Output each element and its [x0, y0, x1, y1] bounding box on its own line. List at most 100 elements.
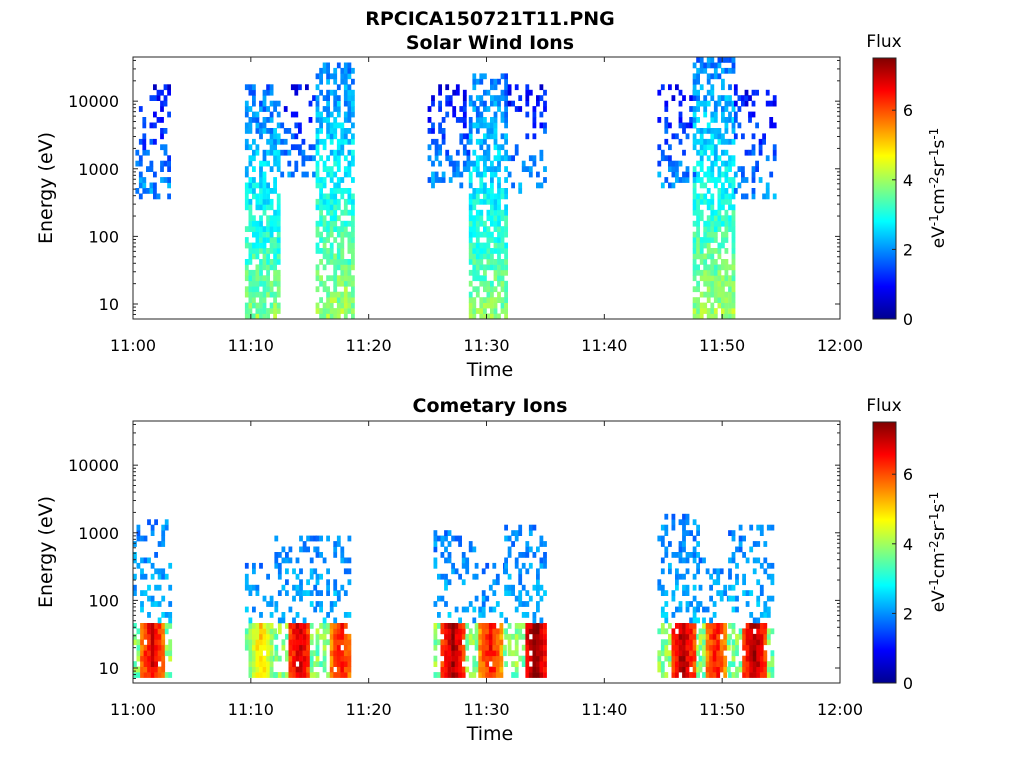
- heatmap-cell: [699, 308, 704, 314]
- heatmap-cell: [721, 259, 725, 265]
- heatmap-cell: [751, 188, 756, 194]
- heatmap-cell: [295, 639, 300, 646]
- heatmap-cell: [507, 633, 512, 640]
- x-tick-label: 11:50: [699, 700, 745, 719]
- heatmap-cell: [507, 84, 512, 91]
- heatmap-cell: [692, 672, 697, 678]
- heatmap-cell: [668, 562, 672, 569]
- heatmap-cell: [306, 535, 310, 542]
- heatmap-cell: [731, 302, 736, 309]
- heatmap-cell: [259, 259, 263, 265]
- heatmap-cell: [770, 650, 775, 657]
- heatmap-cell: [266, 215, 270, 222]
- heatmap-cell: [431, 122, 435, 129]
- heatmap-cell: [259, 650, 263, 657]
- heatmap-cell: [657, 584, 662, 591]
- heatmap-cell: [692, 62, 697, 69]
- heatmap-cell: [343, 62, 348, 69]
- heatmap-cell: [675, 672, 679, 678]
- heatmap-cell: [273, 182, 277, 189]
- heatmap-cell: [657, 650, 662, 657]
- heatmap-cell: [737, 122, 742, 129]
- heatmap-cell: [308, 144, 313, 151]
- heatmap-cell: [451, 666, 455, 673]
- heatmap-cell: [343, 155, 348, 162]
- heatmap-cell: [262, 280, 267, 287]
- heatmap-cell: [724, 269, 729, 276]
- heatmap-cell: [504, 313, 508, 319]
- heatmap-cell: [252, 302, 256, 309]
- heatmap-cell: [492, 655, 497, 662]
- heatmap-cell: [717, 95, 722, 101]
- heatmap-cell: [351, 253, 355, 260]
- heatmap-cell: [329, 313, 334, 319]
- heatmap-cell: [266, 237, 270, 243]
- heatmap-cell: [351, 138, 355, 145]
- heatmap-cell: [745, 661, 750, 667]
- heatmap-cell: [713, 182, 718, 189]
- heatmap-cell: [454, 623, 459, 629]
- heatmap-cell: [713, 259, 718, 265]
- heatmap-cell: [668, 639, 672, 646]
- heatmap-cell: [692, 111, 697, 118]
- heatmap-cell: [721, 242, 725, 249]
- heatmap-cell: [710, 248, 715, 254]
- heatmap-cell: [744, 193, 749, 200]
- heatmap-cell: [160, 117, 164, 123]
- heatmap-cell: [276, 253, 281, 260]
- heatmap-cell: [347, 188, 352, 194]
- heatmap-cell: [483, 275, 487, 282]
- heatmap-cell: [719, 666, 724, 673]
- heatmap-cell: [288, 633, 293, 640]
- heatmap-cell: [315, 661, 320, 667]
- heatmap-cell: [710, 111, 715, 118]
- heatmap-cell: [438, 89, 442, 96]
- heatmap-cell: [756, 661, 761, 667]
- heatmap-cell: [766, 612, 771, 618]
- heatmap-cell: [259, 633, 263, 640]
- heatmap-cell: [497, 220, 501, 227]
- heatmap-cell: [340, 149, 345, 156]
- heatmap-cell: [682, 557, 686, 564]
- heatmap-cell: [692, 198, 697, 205]
- heatmap-cell: [336, 308, 341, 314]
- heatmap-cell: [671, 666, 676, 673]
- heatmap-cell: [351, 198, 355, 205]
- heatmap-cell: [721, 308, 725, 314]
- heatmap-cell: [682, 122, 686, 129]
- heatmap-cell: [499, 633, 504, 640]
- heatmap-cell: [274, 552, 279, 558]
- heatmap-cell: [262, 149, 267, 156]
- heatmap-cell: [154, 601, 158, 607]
- heatmap-cell: [745, 557, 750, 564]
- heatmap-cell: [336, 95, 341, 101]
- heatmap-cell: [340, 73, 345, 80]
- heatmap-cell: [699, 155, 704, 162]
- heatmap-cell: [689, 530, 693, 536]
- heatmap-cell: [333, 155, 338, 162]
- heatmap-cell: [329, 275, 334, 282]
- heatmap-cell: [343, 269, 348, 276]
- heatmap-cell: [468, 541, 473, 547]
- heatmap-cell: [536, 644, 540, 651]
- heatmap-cell: [525, 95, 530, 101]
- heatmap-cell: [136, 650, 141, 657]
- heatmap-cell: [468, 601, 473, 607]
- heatmap-cell: [444, 584, 448, 591]
- heatmap-cell: [481, 590, 486, 596]
- heatmap-cell: [444, 644, 448, 651]
- heatmap-cell: [301, 138, 306, 145]
- heatmap-cell: [315, 286, 320, 293]
- heatmap-cell: [678, 606, 683, 613]
- heatmap-cell: [692, 73, 697, 80]
- heatmap-cell: [266, 259, 270, 265]
- heatmap-cell: [528, 155, 533, 162]
- heatmap-cell: [157, 666, 162, 673]
- heatmap-cell: [461, 562, 466, 569]
- heatmap-cell: [751, 89, 756, 96]
- heatmap-cell: [713, 226, 718, 232]
- heatmap-cell: [504, 138, 508, 145]
- heatmap-cell: [493, 220, 498, 227]
- heatmap-cell: [248, 155, 253, 162]
- heatmap-cell: [322, 166, 327, 172]
